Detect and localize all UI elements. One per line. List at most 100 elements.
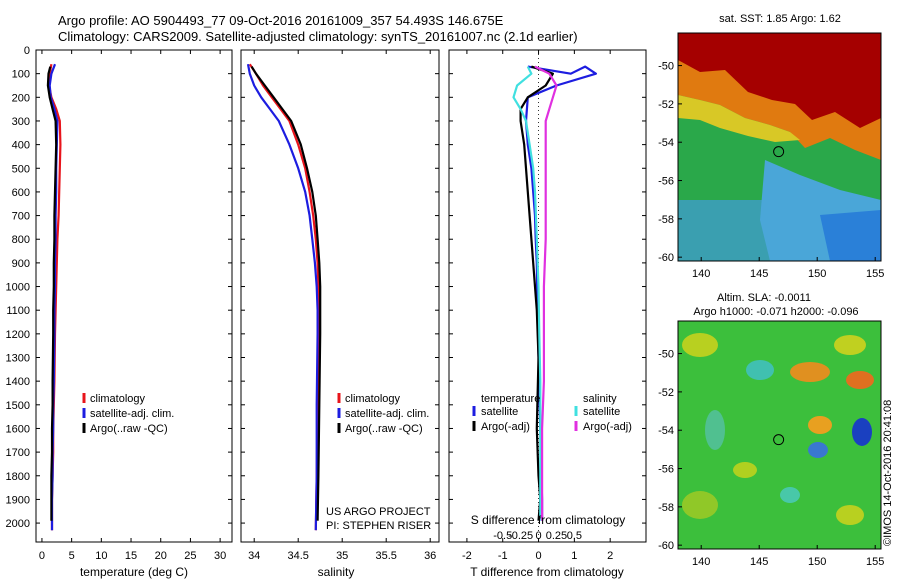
legend-label-climatology: climatology	[345, 393, 401, 405]
depth-tick-label: 500	[12, 163, 30, 175]
s-tick-label: 0	[535, 530, 541, 542]
credit-pi: PI: STEPHEN RISER	[326, 520, 431, 532]
x-tick-label: -2	[462, 550, 472, 562]
map-y-tick-label: -54	[658, 137, 674, 149]
temperature-lines	[46, 63, 62, 531]
series-line-argo-raw-qc-	[250, 66, 322, 521]
legend-label-s-argo: Argo(-adj)	[583, 421, 632, 433]
depth-tick-label: 1600	[6, 423, 30, 435]
x-tick-label: 35.5	[375, 550, 396, 562]
difference-x-ticks: -2 -1 0 1 2	[462, 50, 613, 562]
sla-anomaly	[834, 335, 866, 355]
map-x-tick-label: 155	[866, 268, 884, 280]
map-y-tick-label: -54	[658, 425, 674, 437]
x-tick-label: 25	[184, 550, 196, 562]
sla-anomaly	[733, 462, 757, 478]
legend-label-satellite: satellite-adj. clim.	[345, 408, 429, 420]
salinity-x-label: salinity	[318, 565, 355, 579]
sst-hot-region	[678, 33, 881, 128]
x-tick-label: 0	[535, 550, 541, 562]
s-tick-label: 0.5	[567, 530, 582, 542]
legend-header-salinity: salinity	[583, 393, 617, 405]
map-y-tick-label: -50	[658, 349, 674, 361]
depth-tick-label: 400	[12, 140, 30, 152]
map-y-tick-label: -60	[658, 540, 674, 552]
sla-argo-location-marker	[773, 434, 785, 446]
sst-cold-patch	[820, 210, 881, 261]
x-tick-label: 35	[336, 550, 348, 562]
salinity-lines	[246, 63, 322, 531]
credit-project: US ARGO PROJECT	[326, 506, 431, 518]
sla-x-ticks: 140 145 150 155	[692, 545, 884, 568]
map-x-tick-label: 145	[750, 268, 768, 280]
difference-legend: temperature salinity satellite Argo(-adj…	[472, 393, 632, 433]
map-x-tick-label: 140	[692, 268, 710, 280]
depth-tick-label: 1700	[6, 447, 30, 459]
temperature-x-label: temperature (deg C)	[80, 565, 188, 579]
difference-x-label: T difference from climatology	[470, 565, 624, 579]
depth-tick-label: 900	[12, 258, 30, 270]
s-tick-label: -0.5	[493, 530, 512, 542]
legend-label-argo: Argo(..raw -QC)	[90, 423, 168, 435]
x-tick-label: 34	[248, 550, 260, 562]
map-x-tick-label: 140	[692, 556, 710, 568]
depth-tick-label: 800	[12, 234, 30, 246]
series-line-argo-raw-qc-	[46, 66, 58, 521]
depth-tick-label: 0	[24, 45, 30, 57]
depth-tick-label: 600	[12, 187, 30, 199]
map-x-tick-label: 155	[866, 556, 884, 568]
sla-anomaly	[790, 362, 830, 382]
series-line-argo-adj-	[519, 65, 555, 521]
x-tick-label: 2	[607, 550, 613, 562]
legend-label-satellite: satellite-adj. clim.	[90, 408, 174, 420]
depth-tick-label: 1500	[6, 400, 30, 412]
difference-plot-frame	[448, 49, 647, 543]
x-tick-label: 36	[424, 550, 436, 562]
depth-tick-label: 200	[12, 92, 30, 104]
depth-tick-label: 300	[12, 116, 30, 128]
sst-map-title: sat. SST: 1.85 Argo: 1.62	[719, 13, 841, 25]
sla-map-subtitle: Argo h1000: -0.071 h2000: -0.096	[693, 306, 858, 318]
sla-anomaly	[846, 371, 874, 389]
map-y-tick-label: -52	[658, 387, 674, 399]
header-line-2: Climatology: CARS2009. Satellite-adjuste…	[58, 29, 578, 44]
x-tick-label: 5	[69, 550, 75, 562]
x-tick-label: 0	[39, 550, 45, 562]
sst-y-ticks: -50 -52 -54 -56 -58 -60	[658, 61, 682, 264]
depth-tick-label: 2000	[6, 518, 30, 530]
map-x-tick-label: 145	[750, 556, 768, 568]
map-y-tick-label: -56	[658, 176, 674, 188]
x-tick-label: 10	[95, 550, 107, 562]
sla-anomaly	[852, 418, 872, 446]
legend-label-climatology: climatology	[90, 393, 146, 405]
sla-anomaly	[705, 410, 725, 450]
depth-tick-label: 1000	[6, 282, 30, 294]
map-x-tick-label: 150	[808, 268, 826, 280]
temperature-x-ticks: 0 5 10 15 20 25 30	[39, 50, 226, 562]
temperature-legend: climatology satellite-adj. clim. Argo(..…	[82, 393, 174, 435]
sst-yellow-band	[678, 95, 800, 142]
sst-map-panel: sat. SST: 1.85 Argo: 1.62 140 145 150 155 -…	[658, 13, 884, 280]
x-tick-label: 30	[214, 550, 226, 562]
depth-ticks: 0 100 200 300 400 500 600 700 800 900 1000 1100 1200…	[6, 45, 232, 530]
salinity-difference-label: S difference from climatology	[471, 513, 626, 527]
x-tick-label: 15	[125, 550, 137, 562]
difference-lines	[512, 65, 598, 521]
sla-anomaly	[746, 360, 774, 380]
salinity-plot-frame	[240, 49, 440, 543]
map-y-tick-label: -52	[658, 99, 674, 111]
temperature-plot-frame	[35, 49, 233, 543]
s-tick-label: 0.25	[546, 530, 567, 542]
map-y-tick-label: -56	[658, 464, 674, 476]
salinity-y-ticks	[241, 49, 439, 524]
sla-map-frame	[677, 320, 882, 550]
depth-tick-label: 1400	[6, 376, 30, 388]
depth-tick-label: 1300	[6, 353, 30, 365]
sst-x-ticks: 140 145 150 155	[692, 257, 884, 280]
salinity-difference-ticks: -0.5-0.25 0 0.25 0.5	[493, 530, 582, 542]
header-line-1: Argo profile: AO 5904493_77 09-Oct-2016 …	[58, 13, 504, 28]
sla-y-ticks: -50 -52 -54 -56 -58 -60	[658, 349, 682, 552]
salinity-x-ticks: 34 34.5 35 35.5 36	[248, 50, 436, 562]
legend-label-t-satellite: satellite	[481, 406, 518, 418]
legend-header-temperature: temperature	[481, 393, 540, 405]
